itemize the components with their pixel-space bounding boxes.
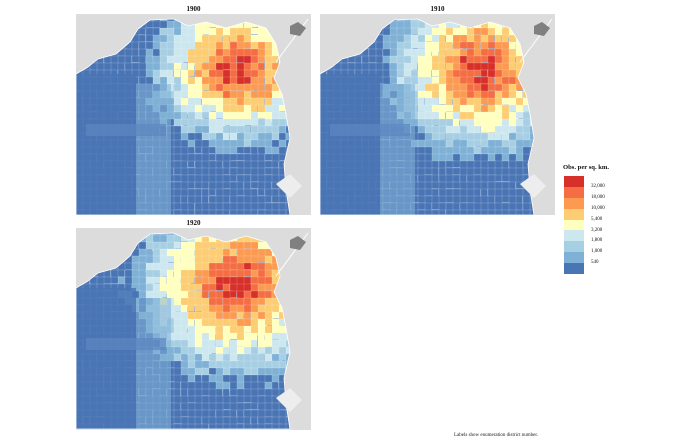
map-svg-1920 <box>76 232 309 430</box>
map-1900[interactable] <box>76 14 311 215</box>
legend-swatch <box>564 186 584 198</box>
map-panel-1910: 1910 <box>320 5 555 215</box>
legend-label: 3,200 <box>591 227 603 233</box>
enumeration-districts <box>76 19 290 215</box>
map-title-1910: 1910 <box>430 5 445 13</box>
map-panel-1920: 1920 <box>76 219 311 430</box>
legend-label: 18,000 <box>591 194 605 200</box>
legend-swatch <box>564 208 584 220</box>
map-panel-1900: 1900 <box>76 5 311 215</box>
legend-swatch <box>564 263 584 275</box>
legend-label: 5,400 <box>591 216 603 222</box>
legend-color-bar <box>564 176 584 275</box>
legend-title: Obs. per sq. km. <box>563 164 610 171</box>
map-1920[interactable] <box>76 228 311 430</box>
legend-swatch <box>564 230 584 242</box>
legend-swatch <box>564 219 584 231</box>
caption: Labels show enumeration district number. <box>454 433 539 438</box>
legend-label: 1,800 <box>591 238 603 244</box>
legend-swatch <box>564 241 584 253</box>
map-1910[interactable] <box>320 14 555 215</box>
park-area <box>86 124 166 136</box>
park-area <box>330 124 410 136</box>
map-title-1900: 1900 <box>186 5 201 13</box>
no-data-area <box>520 174 546 198</box>
island-shape <box>290 236 306 250</box>
legend-label: 1,000 <box>591 249 603 255</box>
map-svg-1900 <box>76 18 309 215</box>
legend-label: 10,000 <box>591 205 605 211</box>
legend-swatch <box>564 197 584 209</box>
map-svg-1910 <box>320 18 553 215</box>
no-data-area <box>276 174 302 198</box>
legend-swatch <box>564 252 584 264</box>
legend-label: 32,000 <box>591 183 605 189</box>
island-shape <box>534 22 550 36</box>
island-shape <box>290 22 306 36</box>
no-data-area <box>276 388 302 412</box>
legend: Obs. per sq. km. 32,000 18,000 10,000 5,400… <box>563 164 633 275</box>
map-title-1920: 1920 <box>186 219 201 227</box>
legend-label: 540 <box>591 260 599 266</box>
park-area <box>86 338 166 350</box>
legend-swatch <box>564 176 584 187</box>
